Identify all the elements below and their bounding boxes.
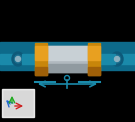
Bar xyxy=(88,46,100,60)
Bar xyxy=(0,42,135,70)
Ellipse shape xyxy=(111,52,123,66)
Bar xyxy=(0,54,22,64)
Ellipse shape xyxy=(114,55,121,63)
Bar xyxy=(88,43,100,75)
Bar xyxy=(35,67,47,75)
Bar xyxy=(35,43,47,75)
Bar xyxy=(113,54,135,64)
Bar xyxy=(35,46,47,60)
Circle shape xyxy=(114,56,119,61)
Bar xyxy=(22,54,37,64)
Bar xyxy=(42,46,93,72)
Bar xyxy=(42,46,93,60)
Bar xyxy=(2,89,34,117)
Bar xyxy=(98,54,115,64)
Bar xyxy=(88,67,100,75)
Bar xyxy=(42,64,93,72)
Circle shape xyxy=(16,56,21,61)
Ellipse shape xyxy=(14,55,21,63)
Ellipse shape xyxy=(12,52,24,66)
